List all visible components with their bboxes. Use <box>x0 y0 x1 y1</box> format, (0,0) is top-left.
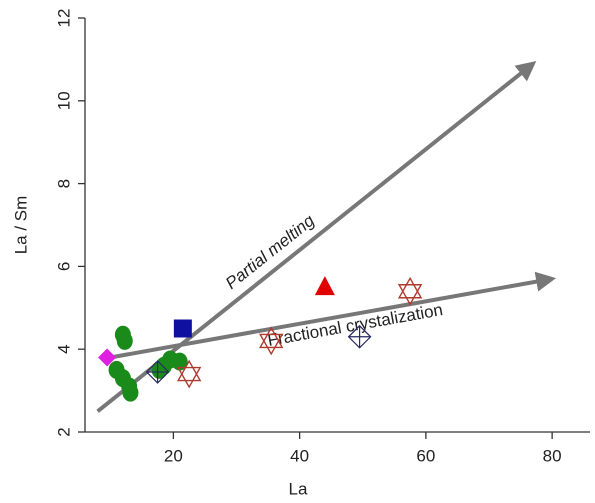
point <box>145 360 170 384</box>
x-tick-label: 40 <box>290 446 309 465</box>
x-tick-label: 20 <box>164 446 183 465</box>
point <box>151 360 168 379</box>
point <box>347 324 372 349</box>
x-axis-label: La <box>289 479 308 498</box>
point <box>98 348 117 367</box>
x-tick-label: 60 <box>416 446 435 465</box>
y-tick-label: 2 <box>54 427 73 436</box>
point <box>171 352 188 371</box>
y-tick-label: 6 <box>54 262 73 271</box>
y-axis-label: La / Sm <box>11 196 30 255</box>
point <box>173 319 192 338</box>
y-tick-label: 4 <box>54 344 73 353</box>
arrow-label: Partial melting <box>222 211 318 293</box>
y-tick-label: 12 <box>54 9 73 28</box>
arrow <box>109 271 557 360</box>
point <box>397 276 423 306</box>
point <box>176 359 202 389</box>
y-tick-label: 8 <box>54 179 73 188</box>
x-tick-label: 80 <box>543 446 562 465</box>
point <box>116 331 133 350</box>
y-tick-label: 10 <box>54 91 73 110</box>
point <box>314 276 335 296</box>
point <box>122 383 139 402</box>
point <box>259 326 284 356</box>
